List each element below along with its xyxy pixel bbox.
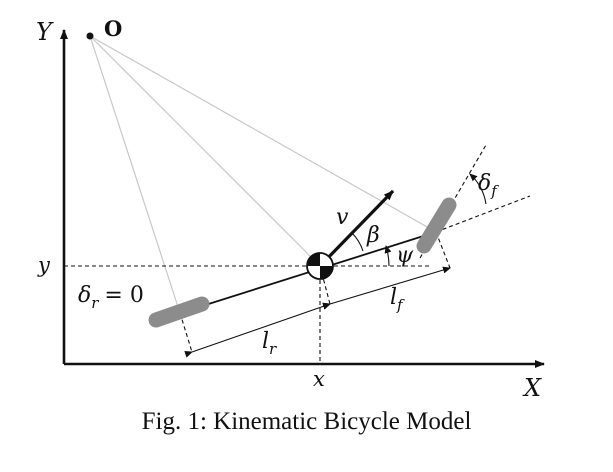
reference-dashed-lines <box>64 144 531 364</box>
heading-extension-line <box>435 195 531 233</box>
velocity-label: v <box>336 205 349 230</box>
beta-arc <box>351 232 364 252</box>
y-axis-label: Y <box>36 18 54 46</box>
front-wheel <box>416 197 457 254</box>
front-steer-label: δf <box>478 171 499 200</box>
lf-dimension <box>322 266 451 310</box>
center-of-gravity-icon <box>306 252 334 280</box>
coordinate-axes <box>60 29 545 368</box>
front-length-label: lf <box>390 285 405 314</box>
slip-angle-label: β <box>366 223 380 248</box>
velocity-arrow <box>318 189 395 268</box>
angle-arcs <box>351 173 487 267</box>
instant-center-label: O <box>104 16 122 41</box>
dimension-lines <box>184 266 451 358</box>
heading-label: ψ <box>396 243 414 268</box>
lr-dimension <box>184 302 331 358</box>
delta-f-arc <box>469 173 487 205</box>
y-coordinate-label: y <box>37 253 51 277</box>
instant-center-point <box>86 32 94 40</box>
psi-arc <box>384 245 392 267</box>
instant-center-guides <box>89 35 437 314</box>
front-dim-extension <box>435 231 451 269</box>
rear-steer-label: δr = 0 <box>78 283 144 312</box>
x-axis-label: X <box>522 374 542 402</box>
rear-length-label: lr <box>262 329 277 358</box>
x-coordinate-label: x <box>313 367 325 391</box>
figure-caption: Fig. 1: Kinematic Bicycle Model <box>141 408 472 435</box>
rear-wheel <box>148 296 210 328</box>
